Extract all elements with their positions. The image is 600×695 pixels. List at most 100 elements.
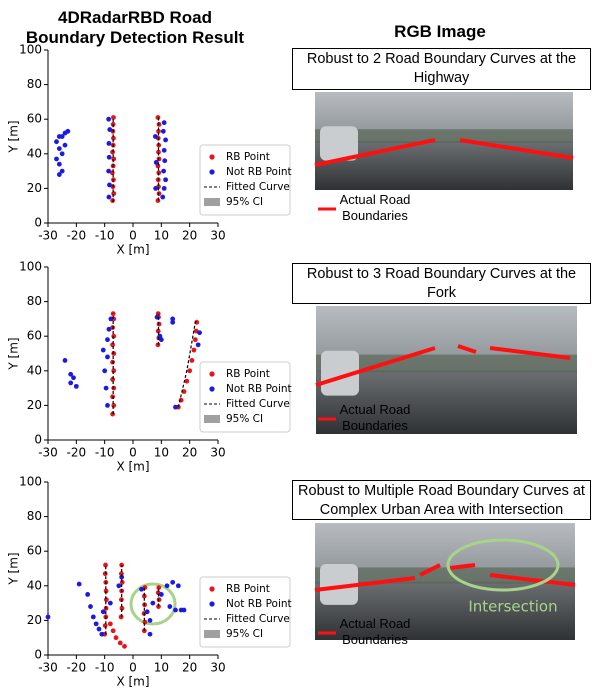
photo-road	[316, 370, 577, 434]
data-point	[99, 631, 105, 637]
data-point	[170, 316, 176, 322]
data-point	[161, 168, 167, 174]
data-point	[100, 609, 106, 615]
data-point	[163, 137, 168, 143]
data-point	[119, 605, 125, 611]
data-point	[144, 609, 150, 615]
photo-treeline	[315, 129, 573, 143]
data-point	[102, 623, 108, 628]
x-axis-label: X [m]	[116, 243, 149, 257]
data-point	[107, 621, 113, 627]
photo-car	[320, 126, 358, 161]
data-point	[59, 151, 65, 157]
road-boundary	[419, 563, 441, 577]
data-point	[105, 354, 110, 360]
legend-swatch	[204, 198, 220, 206]
y-tick-label: 20	[27, 613, 42, 627]
title-line: 4DRadarRBD Road	[58, 8, 212, 27]
data-point	[107, 600, 113, 606]
left-title: 4DRadarRBD Road Boundary Detection Result	[10, 8, 260, 48]
y-tick-label: 20	[27, 181, 42, 195]
data-point	[116, 583, 122, 589]
data-point	[90, 614, 96, 620]
data-point	[155, 198, 161, 203]
legend-swatch	[209, 169, 215, 175]
data-point	[103, 562, 108, 568]
y-tick-label: 60	[27, 112, 42, 126]
photo-legend-label: Actual Road Boundaries	[339, 616, 411, 647]
data-point	[102, 368, 108, 374]
title-line: Boundary Detection Result	[25, 28, 245, 47]
x-tick-label: 0	[129, 661, 137, 675]
legend-label: Not RB Point	[226, 383, 292, 395]
data-point	[71, 375, 76, 381]
data-point	[195, 342, 201, 348]
data-point	[106, 168, 112, 174]
data-point	[173, 404, 178, 410]
data-point	[155, 115, 161, 120]
x-tick-label: 30	[210, 446, 225, 460]
photo-legend-label: Actual Road Boundaries	[339, 402, 411, 433]
data-point	[161, 186, 167, 191]
road-boundary	[489, 346, 571, 360]
y-tick-label: 0	[34, 648, 42, 662]
data-point	[184, 378, 190, 384]
legend-swatch	[209, 371, 215, 377]
legend-label: Not RB Point	[226, 598, 292, 610]
y-tick-label: 80	[27, 294, 42, 308]
data-point	[197, 330, 202, 336]
x-tick-label: 10	[154, 661, 169, 675]
y-tick-label: 60	[27, 544, 42, 558]
legend-label: RB Point	[226, 368, 270, 380]
data-point	[167, 604, 173, 609]
data-point	[111, 115, 116, 120]
data-point	[110, 377, 115, 382]
legend-swatch	[209, 601, 215, 607]
data-point	[160, 128, 166, 134]
data-point	[62, 142, 68, 148]
data-point	[170, 319, 176, 325]
y-tick-label: 100	[19, 260, 42, 274]
y-tick-label: 40	[27, 146, 42, 160]
data-point	[111, 368, 117, 374]
data-point	[73, 383, 79, 389]
data-point	[85, 592, 91, 597]
data-point	[110, 342, 115, 348]
data-point	[56, 161, 62, 167]
y-tick-label: 80	[27, 77, 42, 91]
y-tick-label: 0	[34, 216, 42, 230]
data-point	[153, 160, 159, 165]
data-point	[110, 628, 116, 634]
road-boundary	[457, 344, 477, 354]
legend-swatch	[209, 586, 215, 592]
photo-treeline	[315, 567, 575, 584]
data-point	[147, 618, 153, 623]
data-point	[189, 358, 195, 363]
data-point	[141, 593, 147, 599]
fitted-curve	[105, 565, 160, 635]
x-tick-label: -10	[95, 661, 115, 675]
data-point	[59, 168, 65, 174]
x-tick-label: 30	[210, 229, 225, 243]
y-tick-label: 100	[19, 43, 42, 57]
data-point	[56, 134, 62, 139]
intersection-circle	[129, 582, 177, 626]
data-point	[88, 604, 93, 609]
data-point	[54, 156, 59, 162]
legend-label: 95% CI	[226, 413, 263, 425]
data-point	[156, 128, 161, 134]
data-point	[119, 562, 125, 568]
data-point	[62, 358, 68, 363]
data-point	[56, 172, 62, 177]
y-tick-label: 100	[19, 475, 42, 489]
data-point	[147, 631, 153, 637]
photo-car	[320, 563, 358, 605]
x-tick-label: -20	[67, 229, 87, 243]
data-point	[142, 619, 148, 625]
data-point	[100, 347, 106, 353]
data-point	[175, 583, 181, 589]
data-point	[106, 326, 112, 332]
legend-label: Not RB Point	[226, 166, 292, 178]
legend-label: Fitted Curve	[226, 181, 290, 193]
data-point	[54, 139, 59, 145]
